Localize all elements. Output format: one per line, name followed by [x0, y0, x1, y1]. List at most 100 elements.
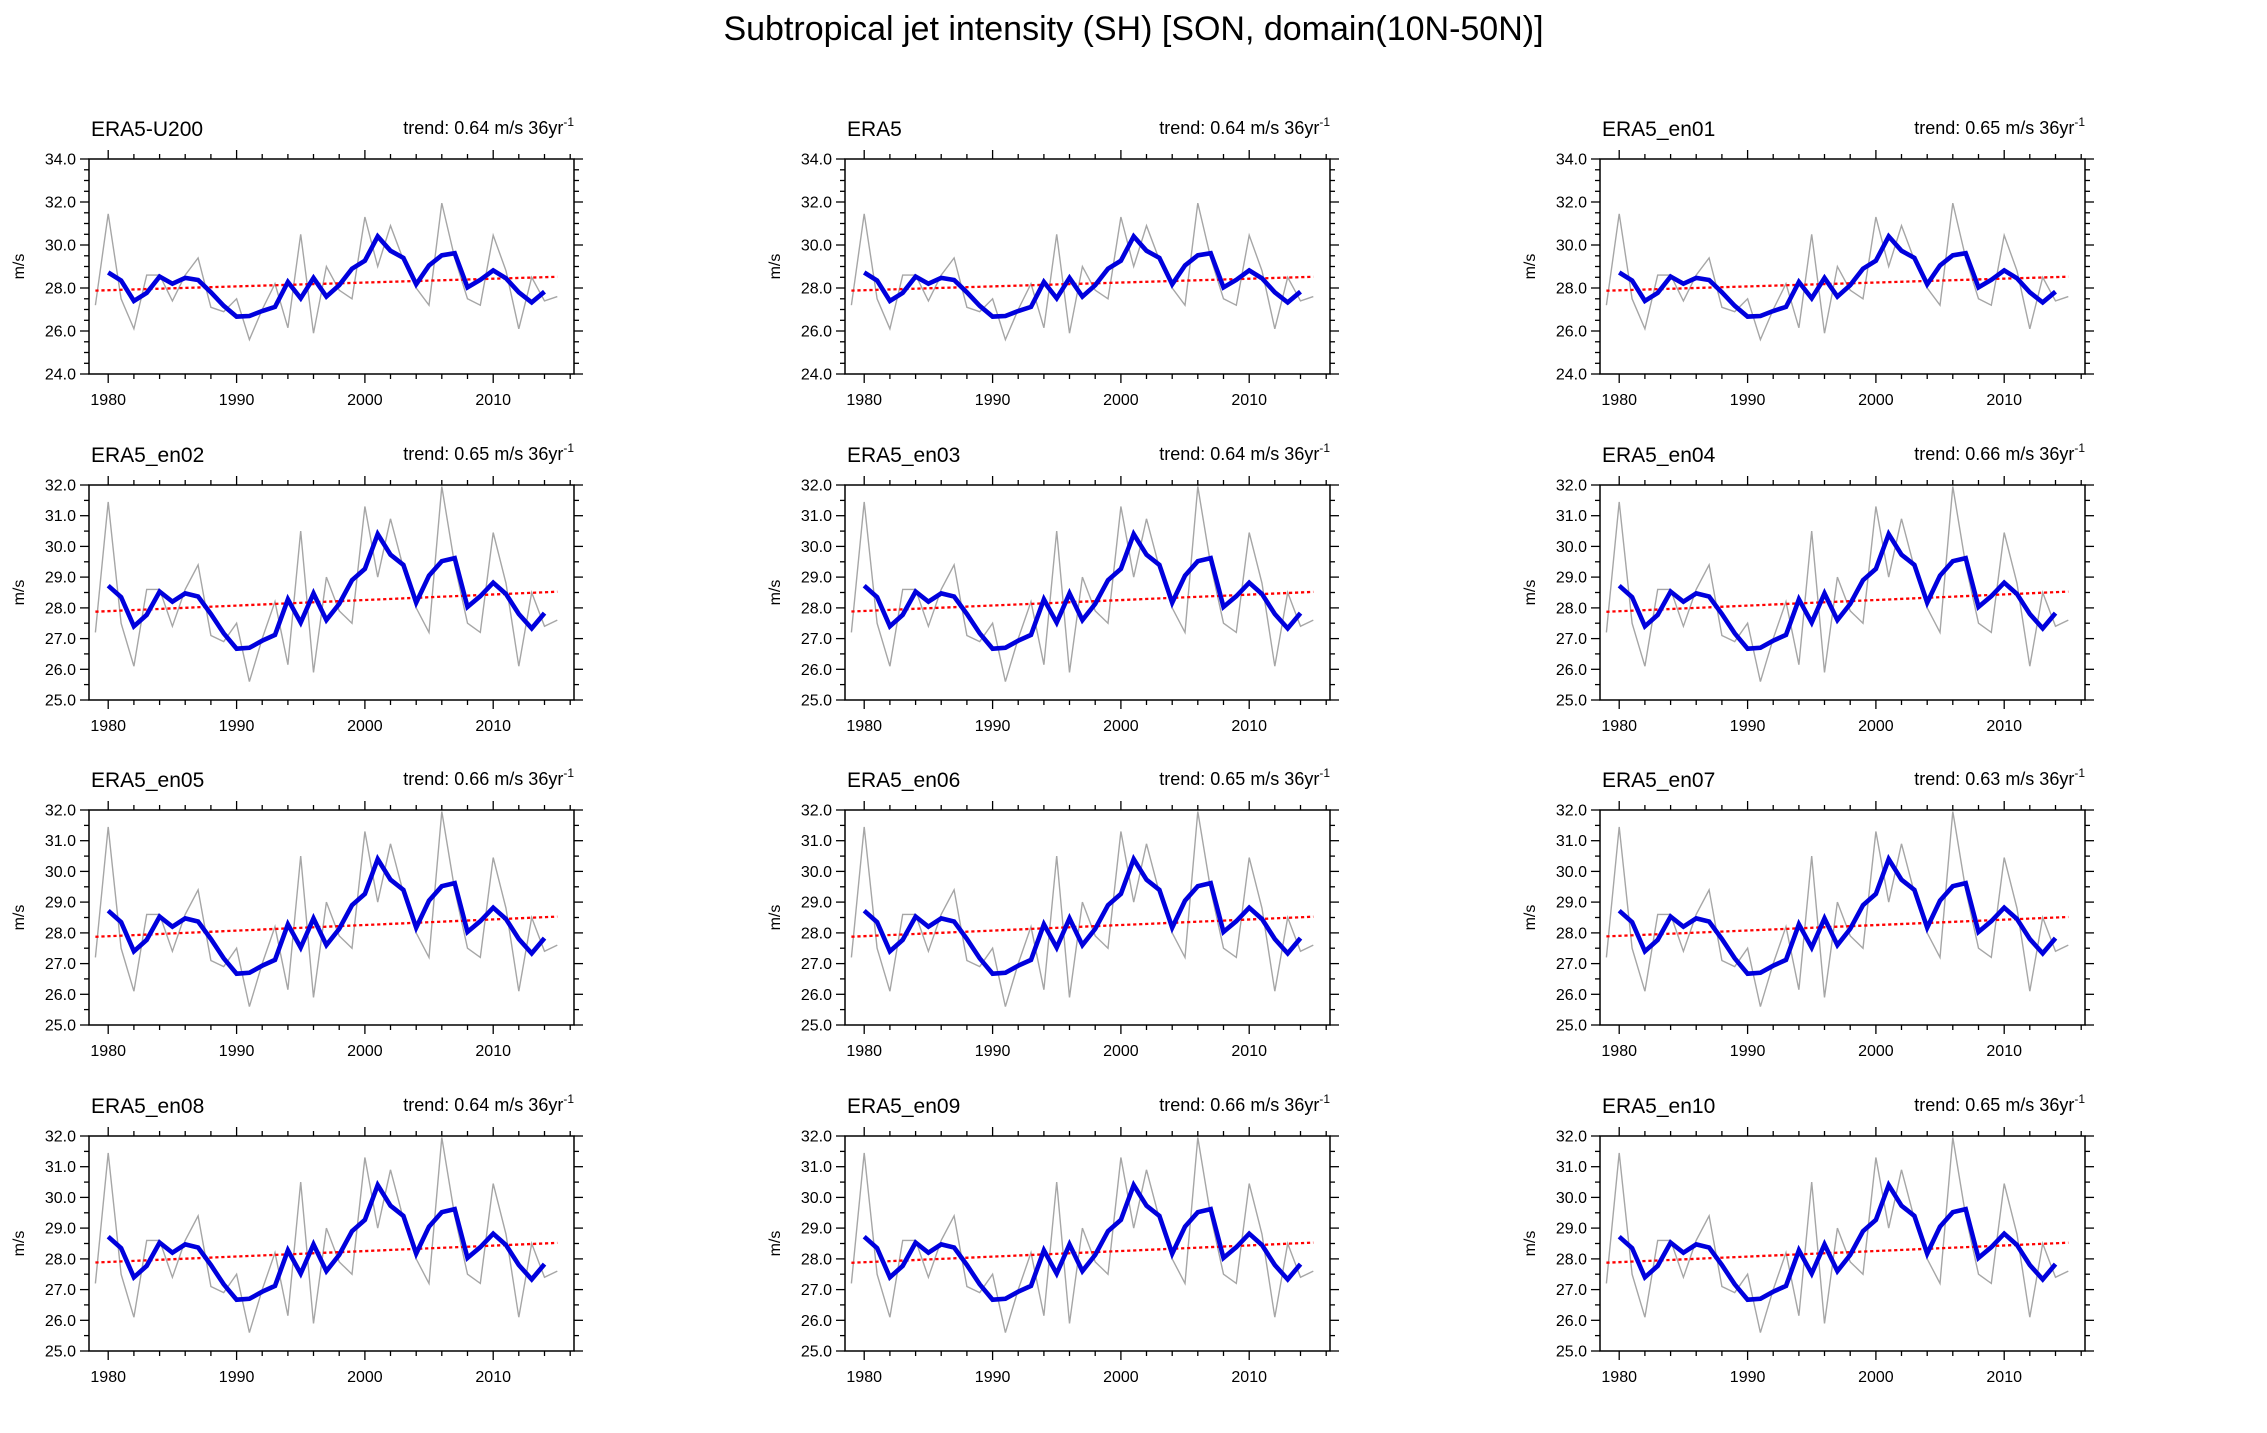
- y-tick-label: 27.0: [1556, 631, 1587, 648]
- y-tick-label: 31.0: [1556, 508, 1587, 525]
- annual-line: [94, 1137, 558, 1333]
- y-axis-unit-label: m/s: [1522, 905, 1539, 931]
- x-tick-label: 1980: [846, 718, 882, 735]
- annual-line: [850, 202, 1314, 342]
- y-tick-label: 32.0: [1556, 477, 1587, 494]
- x-tick-label: 1980: [1602, 392, 1638, 409]
- main-title: Subtropical jet intensity (SH) [SON, dom…: [723, 10, 1544, 48]
- x-tick-label: 1980: [90, 1369, 126, 1386]
- y-axis-unit-label: m/s: [767, 254, 784, 280]
- y-tick-label: 28.0: [801, 281, 832, 298]
- panel-title: ERA5_en10: [1602, 1095, 1715, 1118]
- y-tick-label: 32.0: [1556, 195, 1587, 212]
- x-tick-label: 2010: [475, 392, 511, 409]
- x-tick-label: 1990: [219, 1043, 255, 1060]
- x-tick-label: 2000: [347, 1369, 383, 1386]
- x-tick-label: 1990: [219, 1369, 255, 1386]
- smoothed-line: [1617, 854, 2058, 977]
- x-tick-label: 2010: [1987, 1043, 2023, 1060]
- axes: 24.0 26.0 28.0 30.0 32.0 34.0 1980 1990 2000 2010: [45, 150, 583, 409]
- y-tick-label: 25.0: [801, 692, 832, 709]
- x-tick-label: 2010: [475, 718, 511, 735]
- y-tick-label: 28.0: [801, 1251, 832, 1268]
- x-tick-label: 2000: [1858, 392, 1894, 409]
- y-tick-label: 25.0: [45, 1344, 76, 1361]
- y-tick-label: 24.0: [1556, 367, 1587, 384]
- y-tick-label: 25.0: [1556, 1018, 1587, 1035]
- y-axis-unit-label: m/s: [11, 905, 28, 931]
- annual-line: [850, 1137, 1314, 1333]
- annual-line: [94, 486, 558, 682]
- smoothed-line: [862, 1179, 1302, 1303]
- y-tick-label: 30.0: [45, 864, 76, 881]
- x-tick-label: 1980: [846, 392, 882, 409]
- x-tick-label: 1990: [974, 718, 1010, 735]
- trend-label: trend: 0.64 m/s 36yr-1: [1159, 115, 1330, 138]
- x-tick-label: 2010: [1987, 1369, 2023, 1386]
- x-tick-label: 1990: [974, 1369, 1010, 1386]
- x-tick-label: 2000: [347, 718, 383, 735]
- trend-label: trend: 0.65 m/s 36yr-1: [1915, 115, 2086, 138]
- y-tick-label: 29.0: [801, 569, 832, 586]
- y-tick-label: 26.0: [45, 661, 76, 678]
- panel-ERA5_en08: 25.0 26.0 27.0 28.0 29.0 30.0 31.0 32.0 1980 1990…: [11, 1092, 583, 1386]
- y-tick-label: 26.0: [1556, 1313, 1587, 1330]
- y-tick-label: 28.0: [1556, 600, 1587, 617]
- panel-ERA5_en05: 25.0 26.0 27.0 28.0 29.0 30.0 31.0 32.0 1980 1990…: [11, 766, 583, 1060]
- panel-ERA5_en06: 25.0 26.0 27.0 28.0 29.0 30.0 31.0 32.0 1980 1990…: [767, 766, 1339, 1060]
- y-axis-unit-label: m/s: [767, 905, 784, 931]
- axes: 24.0 26.0 28.0 30.0 32.0 34.0 1980 1990 2000 2010: [801, 150, 1339, 409]
- x-tick-label: 1990: [219, 718, 255, 735]
- trend-label: trend: 0.66 m/s 36yr-1: [1159, 1092, 1330, 1115]
- axes: 25.0 26.0 27.0 28.0 29.0 30.0 31.0 32.0 1980 1990…: [801, 801, 1339, 1060]
- annual-line: [850, 486, 1314, 682]
- y-tick-label: 26.0: [1556, 661, 1587, 678]
- x-tick-label: 2000: [347, 392, 383, 409]
- panel-ERA5-U200: 24.0 26.0 28.0 30.0 32.0 34.0 1980 1990 2000 2010…: [11, 115, 583, 409]
- axes: 25.0 26.0 27.0 28.0 29.0 30.0 31.0 32.0 1980 1990…: [1556, 475, 2095, 735]
- x-tick-label: 2010: [1987, 392, 2023, 409]
- x-tick-label: 2000: [1103, 718, 1139, 735]
- y-tick-label: 31.0: [1556, 1159, 1587, 1176]
- x-tick-label: 1990: [1730, 392, 1766, 409]
- panel-title: ERA5-U200: [91, 118, 203, 141]
- smoothed-line: [1617, 528, 2058, 651]
- y-tick-label: 24.0: [45, 367, 76, 384]
- y-tick-label: 29.0: [45, 1221, 76, 1238]
- y-tick-label: 31.0: [801, 1159, 832, 1176]
- y-tick-label: 26.0: [801, 1313, 832, 1330]
- y-axis-unit-label: m/s: [11, 579, 28, 605]
- annual-line: [94, 202, 558, 342]
- y-tick-label: 31.0: [801, 834, 832, 851]
- panel-title: ERA5_en06: [847, 769, 960, 792]
- y-tick-label: 32.0: [801, 803, 832, 820]
- y-tick-label: 25.0: [45, 692, 76, 709]
- y-tick-label: 32.0: [801, 195, 832, 212]
- y-tick-label: 28.0: [45, 600, 76, 617]
- y-tick-label: 34.0: [1556, 152, 1587, 169]
- y-tick-label: 25.0: [1556, 692, 1587, 709]
- y-axis-unit-label: m/s: [767, 1231, 784, 1257]
- y-tick-label: 27.0: [45, 956, 76, 973]
- plot-frame: [88, 158, 575, 375]
- axes: 25.0 26.0 27.0 28.0 29.0 30.0 31.0 32.0 1980 1990…: [801, 475, 1339, 735]
- y-axis-unit-label: m/s: [1522, 1231, 1539, 1257]
- y-tick-label: 27.0: [1556, 956, 1587, 973]
- x-tick-label: 1990: [974, 392, 1010, 409]
- y-tick-label: 27.0: [801, 1282, 832, 1299]
- x-tick-label: 2010: [1231, 1369, 1267, 1386]
- y-tick-label: 27.0: [1556, 1282, 1587, 1299]
- y-tick-label: 30.0: [801, 539, 832, 556]
- x-tick-label: 2010: [1987, 718, 2023, 735]
- panel-ERA5_en02: 25.0 26.0 27.0 28.0 29.0 30.0 31.0 32.0 1980 1990…: [11, 441, 583, 735]
- y-tick-label: 27.0: [801, 956, 832, 973]
- x-tick-label: 1980: [1602, 1043, 1638, 1060]
- plot-frame: [843, 158, 1331, 375]
- y-tick-label: 27.0: [45, 1282, 76, 1299]
- trend-label: trend: 0.63 m/s 36yr-1: [1915, 766, 2086, 789]
- x-tick-label: 2010: [1231, 392, 1267, 409]
- y-tick-label: 30.0: [1556, 238, 1587, 255]
- y-tick-label: 30.0: [1556, 539, 1587, 556]
- x-tick-label: 1980: [90, 1043, 126, 1060]
